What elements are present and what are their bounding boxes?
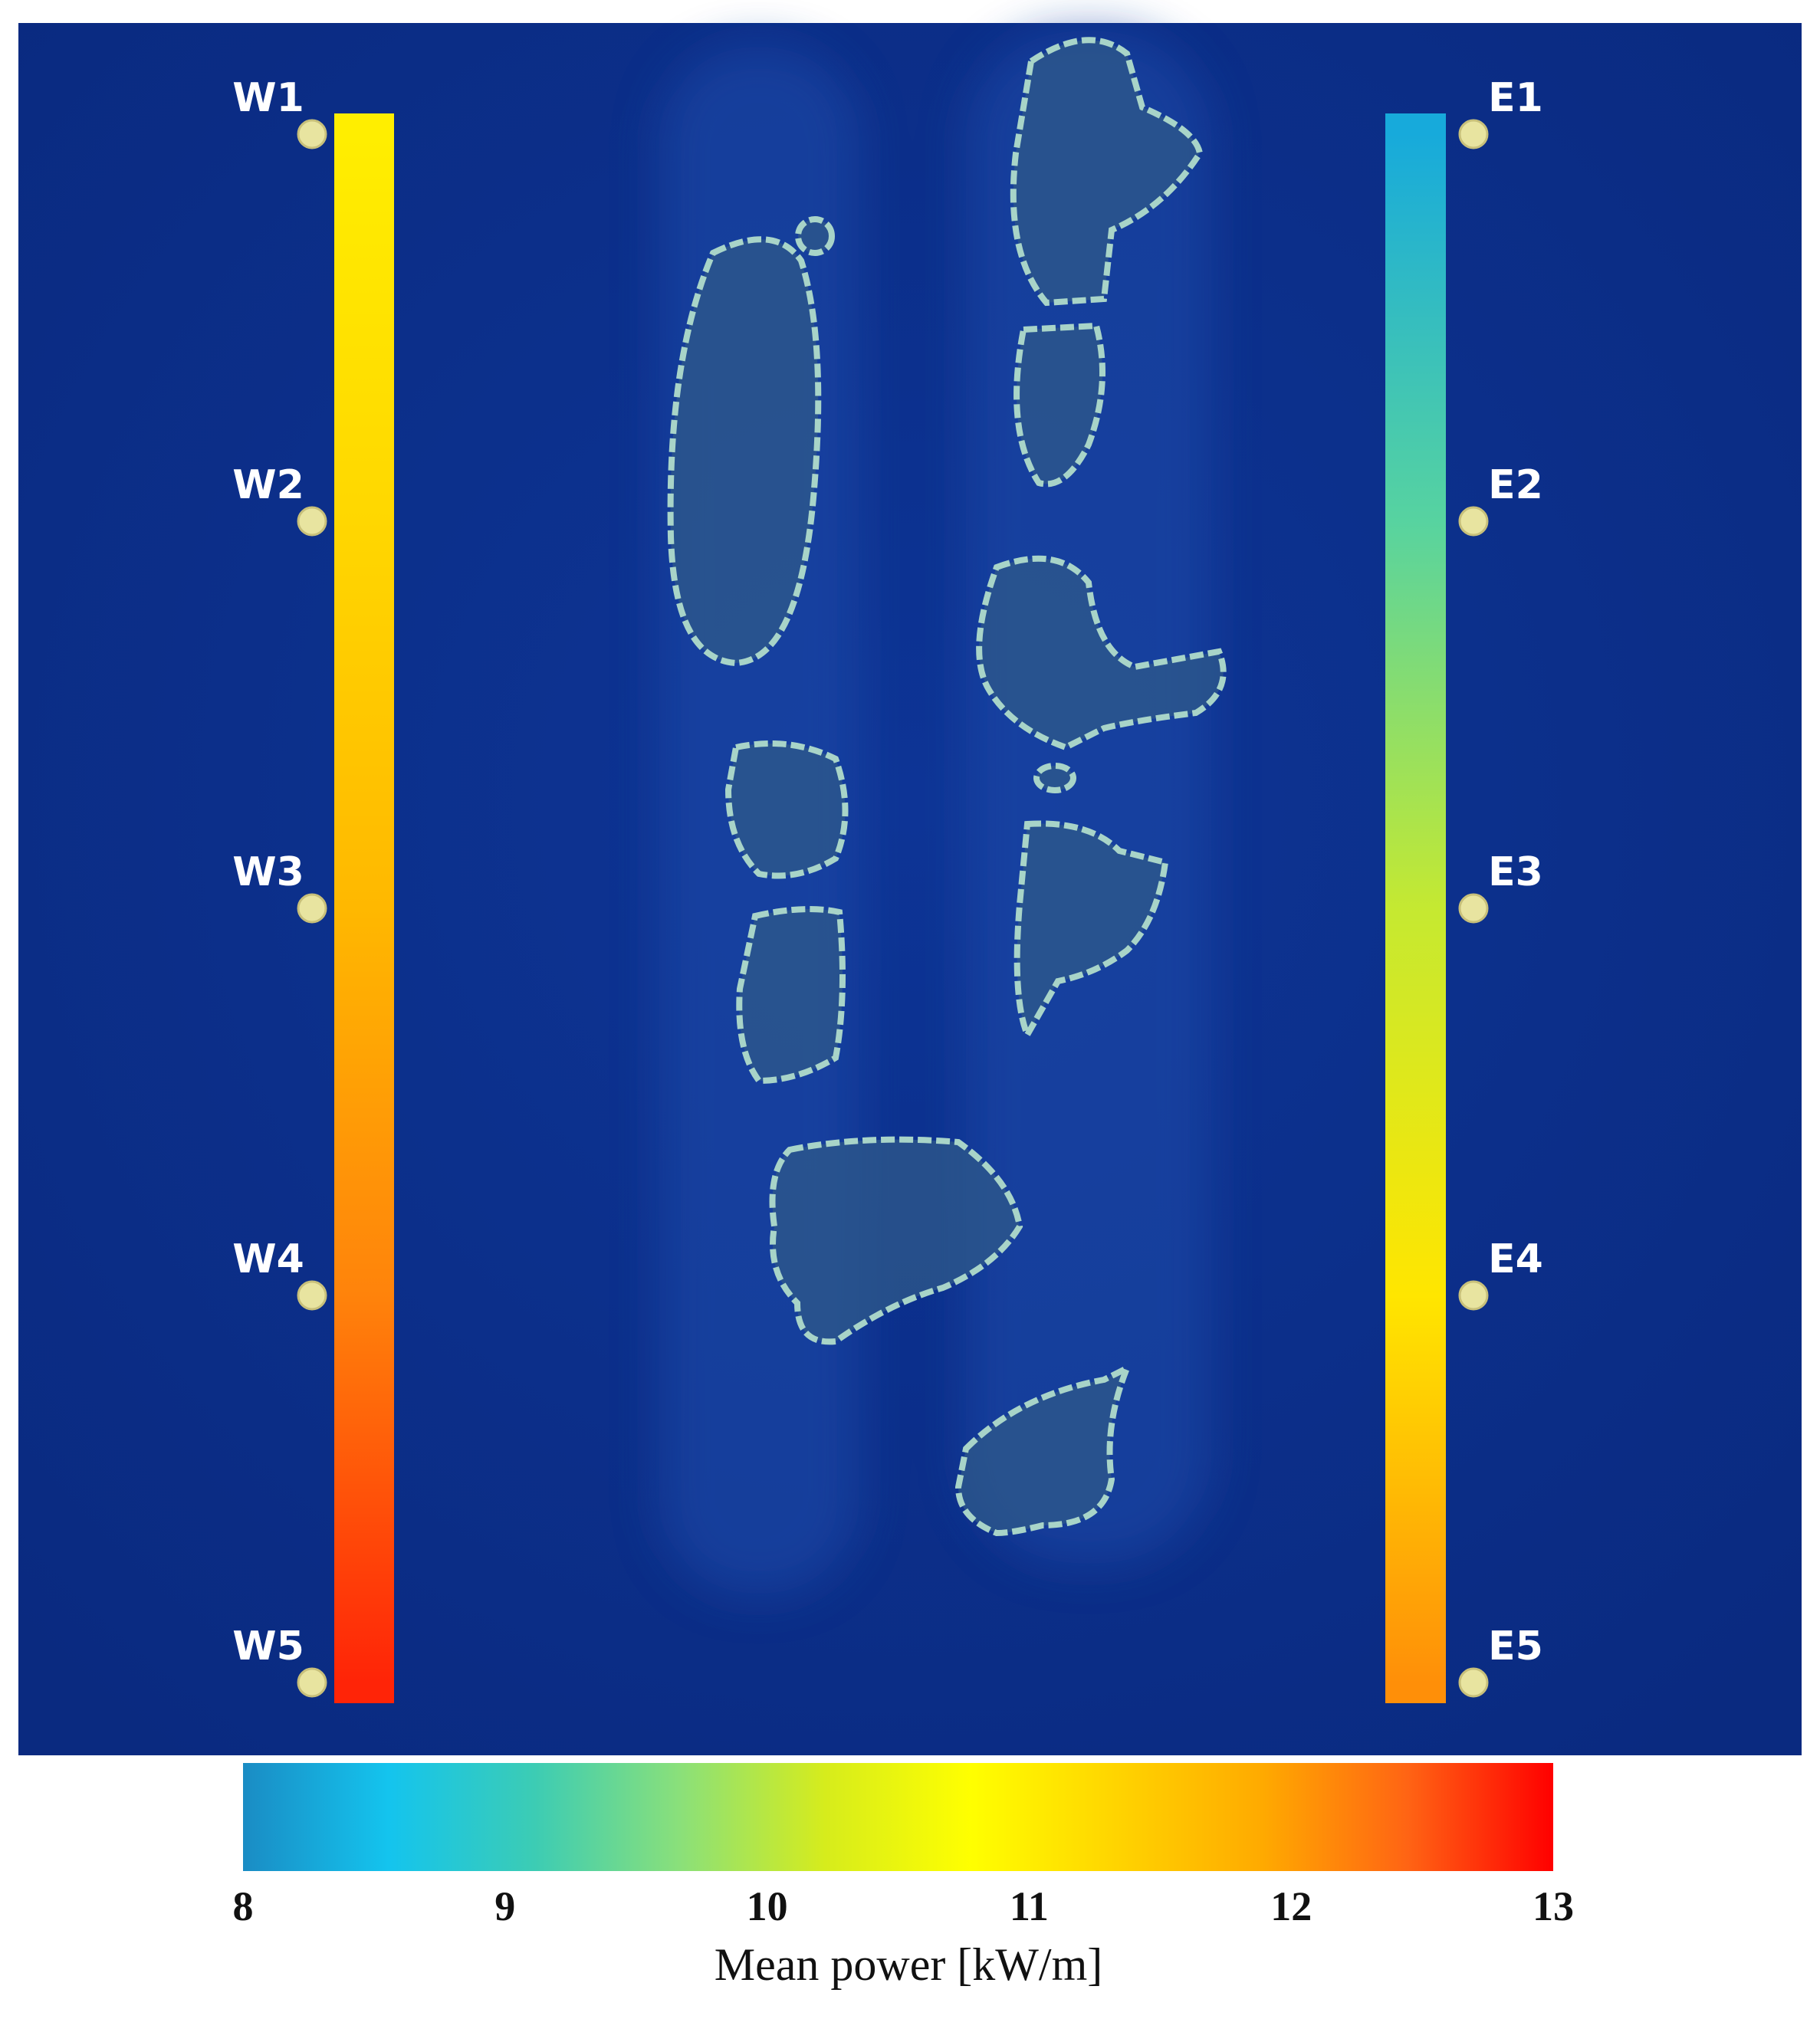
colorbar-tick-label: 9 xyxy=(494,1883,515,1929)
station-label: W4 xyxy=(232,1236,304,1282)
islands xyxy=(667,37,1227,1537)
colorbar-ticks: 8 9 10 11 12 13 xyxy=(233,1883,1575,1929)
station-label: W5 xyxy=(232,1623,304,1669)
station-label: E1 xyxy=(1488,75,1543,121)
station-label: E3 xyxy=(1488,849,1543,895)
station-marker xyxy=(297,1280,327,1311)
station-label: E5 xyxy=(1488,1623,1543,1669)
station-marker xyxy=(1458,506,1489,537)
station-marker xyxy=(297,1667,327,1698)
station-marker xyxy=(1458,893,1489,924)
station-label: W2 xyxy=(232,462,304,508)
station-label: E2 xyxy=(1488,462,1543,508)
station-marker xyxy=(1458,1667,1489,1698)
station-marker xyxy=(1458,1280,1489,1311)
station-label: E4 xyxy=(1488,1236,1543,1282)
colorbar-tick-label: 12 xyxy=(1270,1883,1312,1929)
map-background xyxy=(18,23,1802,1755)
colorbar xyxy=(243,1763,1553,1871)
stations: W1 W2 W3 W4 W5 E1 E2 E3 E4 E5 xyxy=(232,75,1543,1698)
colorbar-tick-label: 10 xyxy=(747,1883,788,1929)
colorbar-tick-label: 11 xyxy=(1010,1883,1049,1929)
station-marker xyxy=(1458,119,1489,149)
east-power-bar xyxy=(1385,113,1446,1703)
station-marker xyxy=(297,893,327,924)
station-marker xyxy=(297,119,327,149)
station-label: W3 xyxy=(232,849,304,895)
station-marker xyxy=(297,506,327,537)
colorbar-label: Mean power [kW/m] xyxy=(715,1939,1102,1990)
colorbar-tick-label: 8 xyxy=(233,1883,254,1929)
colorbar-tick-label: 13 xyxy=(1533,1883,1574,1929)
station-label: W1 xyxy=(232,75,304,121)
west-power-bar xyxy=(334,113,394,1703)
